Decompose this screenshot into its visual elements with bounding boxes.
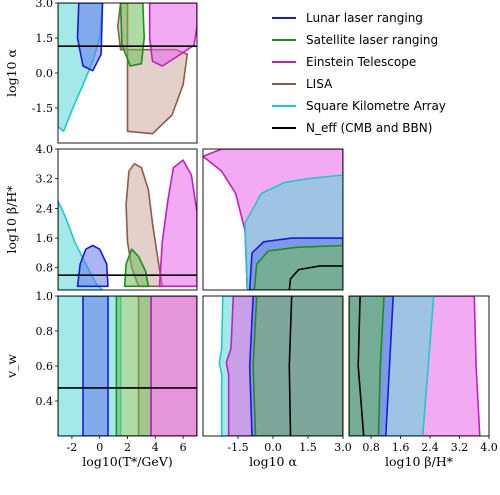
region-lunar-laser-ranging [76, 244, 109, 288]
x-tick-label: 4.0 [480, 441, 498, 454]
y-tick-label: 2.4 [36, 202, 54, 215]
region-einstein-telescope [148, 3, 197, 67]
y-tick-label: 0.4 [36, 395, 54, 408]
y-tick-label: 1.0 [36, 290, 54, 303]
panel-vw-vs-logbeta [348, 295, 490, 437]
panels-layer [57, 2, 490, 437]
axis-label-vw: v_w [4, 354, 19, 379]
x-tick-label: 2 [124, 441, 131, 454]
x-tick-label: -2 [67, 441, 78, 454]
panel-frame [57, 148, 198, 291]
line-n-eff-cmb-and-bbn [288, 296, 293, 436]
panel-vw-vs-logT [57, 295, 198, 437]
region-satellite-laser-ranging [349, 296, 385, 436]
region-einstein-telescope [150, 296, 197, 436]
panel-vw-vs-logalpha [202, 295, 344, 437]
axis-label-logalpha: log10 α [249, 454, 297, 469]
x-tick-label: 3.0 [334, 441, 352, 454]
axis-label-logT: log10(T*/GeV) [82, 454, 172, 469]
panel-logbeta-vs-logalpha [202, 148, 344, 291]
region-satellite-laser-ranging [253, 244, 343, 290]
x-tick-label: 0 [96, 441, 103, 454]
line-n-eff-cmb-and-bbn [288, 265, 343, 290]
panel-logalpha-vs-logT [57, 2, 198, 144]
axis-label-logbeta: log10 β/H* [385, 454, 454, 469]
x-tick-label: 6 [180, 441, 187, 454]
region-lunar-laser-ranging [82, 296, 109, 436]
region-satellite-laser-ranging [252, 296, 343, 436]
y-tick-label: 3.2 [36, 173, 54, 186]
panel-logbeta-vs-logT [57, 148, 198, 291]
legend-label: Lunar laser ranging [306, 11, 423, 25]
x-tick-label: 2.4 [421, 441, 439, 454]
legend-label: Einstein Telescope [306, 55, 416, 69]
panel-frame [348, 295, 490, 437]
axis-label-logbeta: log10 β/H* [4, 185, 19, 254]
x-tick-label: 1.5 [299, 441, 317, 454]
legend-label: Square Kilometre Array [306, 99, 446, 113]
legend: Lunar laser ranging Satellite laser rangi… [272, 11, 446, 135]
region-lunar-laser-ranging [76, 3, 104, 72]
y-tick-label: 3.0 [36, 0, 54, 10]
line-n-eff-cmb-and-bbn [357, 296, 365, 436]
legend-entry-einstein-telescope: Einstein Telescope [272, 55, 416, 69]
region-einstein-telescope [158, 159, 197, 288]
axis-labels-layer: log10(T*/GeV) log10 α log10 β/H* log10 α log… [4, 49, 454, 469]
ticks-layer: -1.5 0.0 1.5 3.0 0.8 1.6 2.4 3.2 4.0 0.4 0.6 0.8 1.0… [32, 0, 498, 454]
y-tick-label: -1.5 [32, 102, 53, 115]
legend-label: LISA [306, 77, 333, 91]
legend-label: Satellite laser ranging [306, 33, 438, 47]
legend-entry-lisa: LISA [272, 77, 333, 91]
x-tick-label: 4 [152, 441, 159, 454]
y-tick-label: 1.6 [36, 232, 54, 245]
y-tick-label: 1.5 [36, 32, 54, 45]
legend-entry-square-kilometre-array: Square Kilometre Array [272, 99, 446, 113]
legend-entry-lunar-laser-ranging: Lunar laser ranging [272, 11, 423, 25]
axis-label-logalpha: log10 α [4, 49, 19, 97]
y-tick-label: 4.0 [36, 143, 54, 156]
y-tick-label: 0.6 [36, 360, 54, 373]
legend-entry-n-eff-cmb-and-bbn: N_eff (CMB and BBN) [272, 121, 432, 135]
region-satellite-laser-ranging [123, 248, 150, 288]
region-satellite-laser-ranging [115, 296, 152, 436]
panel-frame [202, 148, 344, 291]
x-tick-label: 0.0 [264, 441, 282, 454]
y-tick-label: 0.0 [36, 67, 54, 80]
y-tick-label: 0.8 [36, 262, 54, 275]
legend-label: N_eff (CMB and BBN) [306, 121, 432, 135]
x-tick-label: 0.8 [362, 441, 380, 454]
legend-entry-satellite-laser-ranging: Satellite laser ranging [272, 33, 438, 47]
region-satellite-laser-ranging [119, 3, 145, 67]
x-tick-label: -1.5 [227, 441, 248, 454]
x-tick-label: 1.6 [392, 441, 410, 454]
x-tick-label: 3.2 [451, 441, 469, 454]
y-tick-label: 0.8 [36, 325, 54, 338]
